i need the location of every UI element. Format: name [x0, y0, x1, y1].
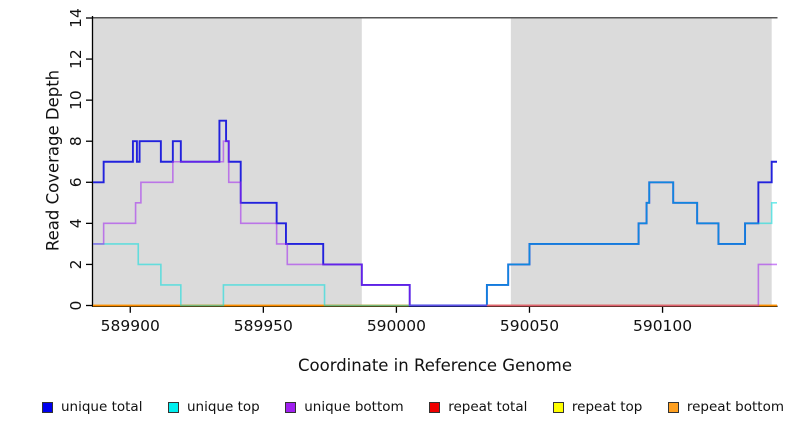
legend-label-unique-total: unique total [61, 399, 143, 415]
legend-item-unique-bottom: unique bottom [285, 399, 404, 415]
series-unique-top [93, 181, 777, 307]
y-tick-label: 6 [67, 177, 85, 187]
legend-item-unique-total: unique total [42, 399, 142, 415]
legend-swatch-repeat-total [429, 401, 441, 413]
y-tick-label: 12 [67, 49, 85, 69]
legend-item-repeat-bottom: repeat bottom [667, 399, 784, 415]
legend-label-unique-bottom: unique bottom [304, 399, 404, 415]
legend-label-repeat-total: repeat total [448, 399, 528, 415]
legend: unique total unique top unique bottom re… [42, 396, 784, 418]
x-tick-label: 589950 [234, 317, 293, 335]
legend-swatch-unique-top [168, 401, 179, 413]
y-tick-label: 2 [67, 259, 85, 269]
legend-swatch-repeat-bottom [667, 401, 679, 413]
x-axis-title: Coordinate in Reference Genome [297, 356, 573, 375]
series-unique-bottom [93, 140, 777, 307]
legend-item-unique-top: unique top [168, 399, 260, 415]
legend-item-repeat-top: repeat top [552, 399, 643, 415]
legend-swatch-unique-bottom [285, 401, 297, 413]
legend-item-repeat-total: repeat total [429, 399, 527, 415]
x-tick-label: 590100 [633, 317, 692, 335]
legend-label-unique-top: unique top [187, 399, 260, 415]
legend-swatch-repeat-top [552, 401, 564, 413]
y-tick-label: 8 [67, 136, 85, 146]
y-tick-label: 4 [67, 218, 85, 228]
legend-swatch-unique-total [42, 401, 53, 413]
legend-label-repeat-top: repeat top [571, 399, 643, 415]
y-tick-label: 0 [67, 301, 85, 311]
legend-label-repeat-bottom: repeat bottom [686, 399, 784, 415]
y-axis-title: Read Coverage Depth [43, 69, 63, 252]
y-tick-label: 14 [67, 8, 85, 28]
x-tick-label: 589900 [101, 317, 160, 335]
x-tick-label: 590050 [500, 317, 559, 335]
y-tick-label: 10 [67, 90, 85, 110]
x-tick-label: 590000 [367, 317, 426, 335]
shaded-region [510, 17, 772, 307]
